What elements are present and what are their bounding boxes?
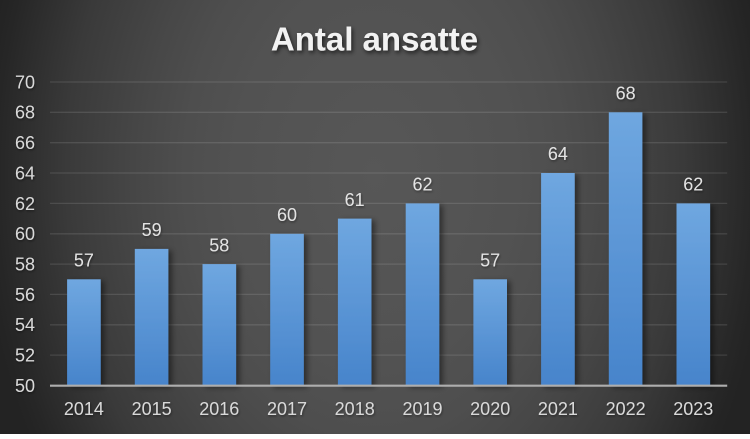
- svg-text:60: 60: [277, 205, 297, 225]
- svg-text:70: 70: [15, 72, 35, 92]
- svg-text:59: 59: [142, 220, 162, 240]
- svg-text:2022: 2022: [606, 399, 646, 419]
- svg-text:50: 50: [15, 376, 35, 396]
- svg-text:64: 64: [15, 163, 35, 183]
- svg-text:2015: 2015: [132, 399, 172, 419]
- svg-text:2021: 2021: [538, 399, 578, 419]
- svg-text:56: 56: [15, 285, 35, 305]
- svg-text:61: 61: [345, 190, 365, 210]
- svg-text:52: 52: [15, 346, 35, 366]
- svg-text:Antal ansatte: Antal ansatte: [271, 21, 478, 58]
- svg-text:62: 62: [683, 175, 703, 195]
- svg-text:62: 62: [412, 175, 432, 195]
- svg-text:2016: 2016: [199, 399, 239, 419]
- svg-text:2014: 2014: [64, 399, 104, 419]
- svg-text:2020: 2020: [470, 399, 510, 419]
- svg-text:2019: 2019: [402, 399, 442, 419]
- svg-text:68: 68: [15, 103, 35, 123]
- svg-text:54: 54: [15, 315, 35, 335]
- svg-text:57: 57: [74, 251, 94, 271]
- svg-text:60: 60: [15, 224, 35, 244]
- svg-text:2023: 2023: [673, 399, 713, 419]
- svg-text:58: 58: [15, 255, 35, 275]
- svg-text:58: 58: [209, 235, 229, 255]
- svg-text:57: 57: [480, 251, 500, 271]
- svg-text:66: 66: [15, 133, 35, 153]
- svg-text:64: 64: [548, 144, 568, 164]
- svg-text:68: 68: [616, 84, 636, 104]
- svg-text:62: 62: [15, 194, 35, 214]
- svg-text:2018: 2018: [335, 399, 375, 419]
- svg-text:2017: 2017: [267, 399, 307, 419]
